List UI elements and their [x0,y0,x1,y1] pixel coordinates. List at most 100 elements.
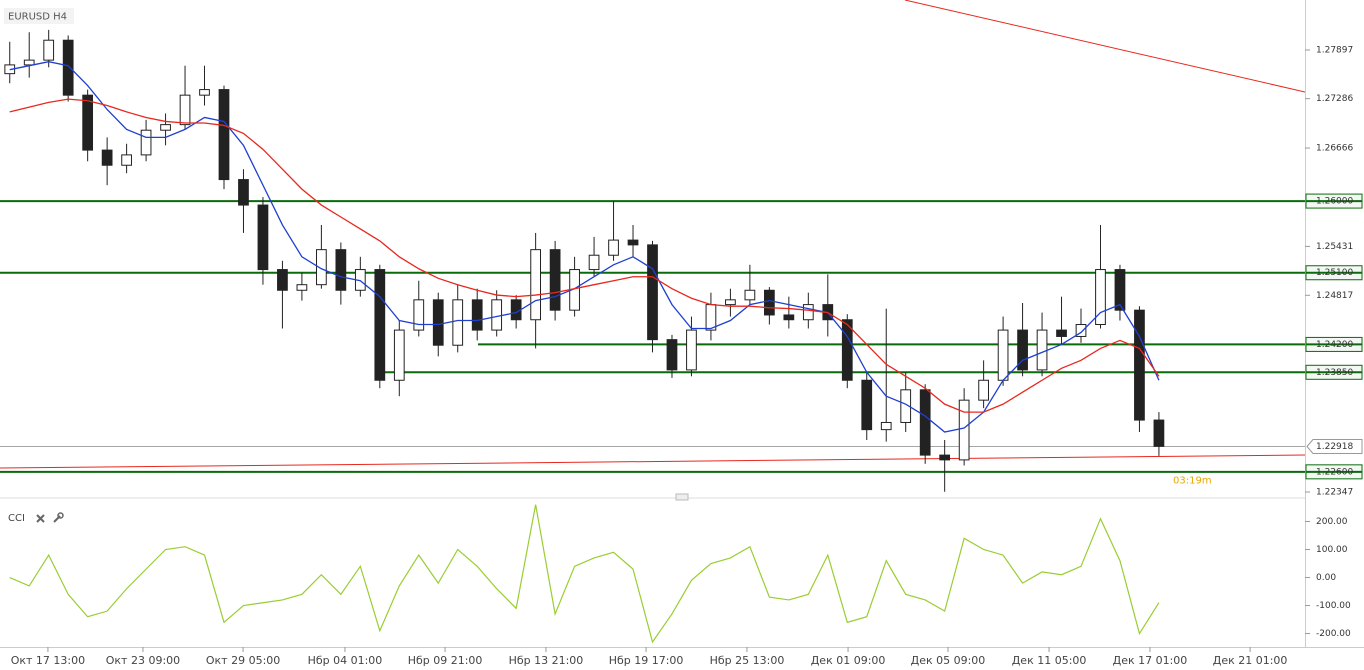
cci-y-tick-label: 100.00 [1316,545,1348,555]
candle-body [393,329,405,381]
level-label: 1.24200 [1316,340,1353,350]
symbol-box [4,8,74,24]
candle-body [608,239,619,256]
candle-body [666,339,678,371]
candle-body [413,299,425,331]
x-tick-label: Нбр 19 17:00 [609,654,684,667]
candle-body [296,284,308,291]
candle-body [841,319,853,381]
candle-body [82,94,94,151]
candle-body [277,269,288,291]
indicator-remove-icon[interactable] [36,514,45,523]
candle-body [1095,269,1106,326]
x-tick-label: Дек 01 09:00 [811,654,886,667]
candle-body [1114,269,1126,311]
x-tick-label: Окт 23 09:00 [106,654,180,667]
current-price-label: 1.22918 [1316,442,1353,452]
candle-body [763,289,775,316]
indicator-title: CCI [8,513,25,524]
candle-body [588,254,600,271]
candle-body [880,421,892,431]
cci-y-tick-label: 0.00 [1316,573,1336,583]
countdown: 03:19m [1173,476,1212,487]
candle-body [530,249,542,321]
candle-body [1017,329,1028,371]
cci-y-tick-label: -200.00 [1316,629,1351,639]
candle-body [1056,329,1067,337]
y-tick-label: 1.22347 [1316,487,1353,497]
candle-body [432,299,444,346]
level-label: 1.26000 [1316,197,1353,207]
level-label: 1.25100 [1316,268,1353,278]
candle-body [471,299,483,331]
y-tick-label: 1.24817 [1316,291,1353,301]
y-tick-label: 1.27897 [1316,46,1353,56]
level-label: 1.23850 [1316,368,1353,378]
candle-body [958,399,970,461]
candle-body [218,89,230,181]
x-tick-label: Окт 17 13:00 [11,654,85,667]
y-tick-label: 1.27286 [1316,94,1353,104]
candle-body [744,289,756,301]
candle-body [919,389,931,456]
x-tick-label: Дек 11 05:00 [1012,654,1087,667]
trend-line [0,454,1305,469]
x-tick-label: Дек 05 09:00 [911,654,986,667]
x-tick-label: Нбр 04 01:00 [308,654,383,667]
ma-line [9,61,1160,433]
candle-body [1134,309,1145,421]
candle-body [160,124,171,131]
ma-line [9,98,1160,413]
trend-line [904,0,1305,93]
candle-body [802,304,814,321]
current-price-box [1306,439,1363,455]
candle-body [861,379,873,431]
candle-body [1036,329,1048,371]
candle-body [939,454,951,461]
candle-body [140,129,152,156]
x-tick-label: Нбр 13 21:00 [509,654,584,667]
axes: 1.27897 1.27286 1.26666 1.25431 1.24817 1.223… [11,46,1363,667]
candle-body [199,89,210,96]
candle-body [900,389,912,423]
candle-body [121,154,132,166]
cci-y-tick-label: -100.00 [1316,601,1351,611]
candle-body [452,299,464,346]
price-pane: 03:19m [0,0,1305,492]
cci-pane [9,504,1160,644]
candle-body [23,59,35,66]
x-tick-label: Нбр 25 13:00 [710,654,785,667]
candle-body [179,94,191,126]
candle-body [101,149,113,166]
candle-body [705,304,717,331]
level-label: 1.22600 [1316,467,1353,477]
candle-body [62,39,74,96]
candle-body [491,299,503,331]
candle-body [725,299,736,306]
candle-body [335,249,347,291]
y-tick-label: 1.25431 [1316,242,1353,252]
candle-body [257,204,269,271]
x-tick-label: Нбр 09 21:00 [408,654,483,667]
indicator-settings-icon[interactable] [53,512,64,523]
pane-resize-handle[interactable] [675,493,689,501]
candle-body [374,269,386,381]
x-tick-label: Окт 29 05:00 [206,654,280,667]
cci-line [9,504,1160,644]
symbol-title: EURUSD H4 [8,12,67,23]
cci-y-tick-label: 200.00 [1316,517,1348,527]
candle-body [43,39,55,61]
candle-body [549,249,561,311]
candle-body [997,329,1009,381]
candle-body [686,329,697,371]
candle-body [647,244,658,341]
candle-body [1075,324,1087,337]
candle-body [316,249,327,286]
y-tick-label: 1.26666 [1316,144,1353,154]
candle-body [783,314,795,321]
candle-body [627,239,639,246]
candle-body [1153,419,1165,447]
candle-body [978,379,989,401]
x-tick-label: Дек 17 01:00 [1113,654,1188,667]
